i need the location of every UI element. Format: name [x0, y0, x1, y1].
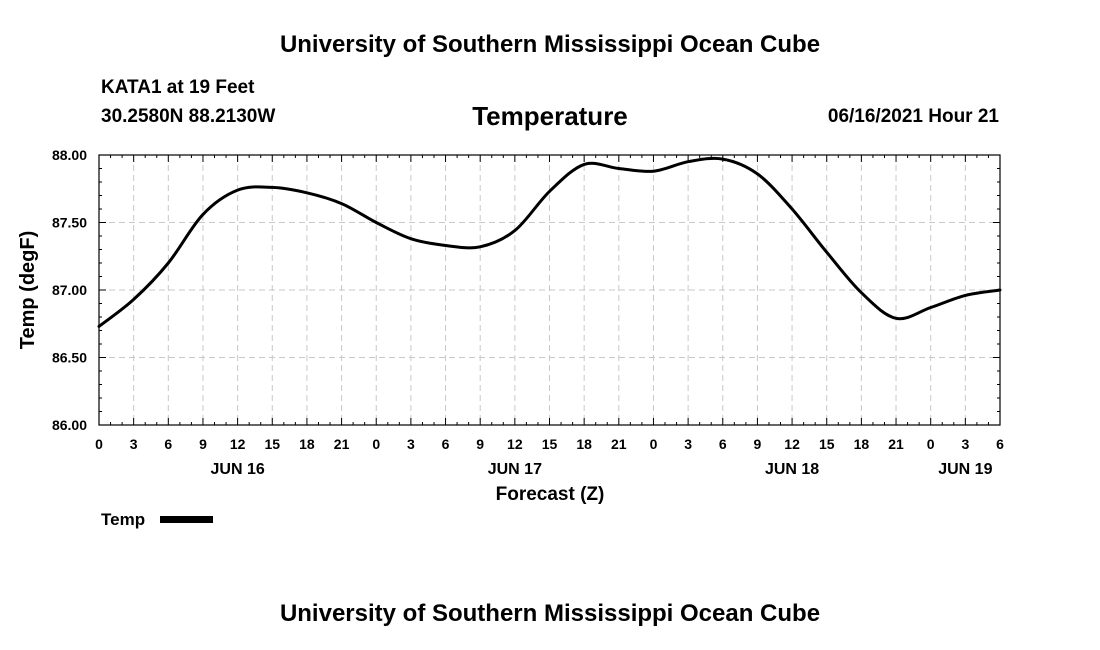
- y-tick-label: 87.00: [52, 282, 87, 298]
- date-label: JUN 16: [210, 461, 264, 478]
- x-tick-label: 3: [130, 436, 138, 452]
- y-tick-label: 88.00: [52, 147, 87, 163]
- chart-title-top: University of Southern Mississippi Ocean…: [279, 31, 821, 58]
- x-tick-label: 12: [230, 436, 246, 452]
- variable-title: Temperature: [472, 101, 628, 131]
- station-label: KATA1 at 19 Feet: [101, 77, 255, 98]
- x-tick-label: 3: [407, 436, 415, 452]
- x-tick-label: 12: [507, 436, 523, 452]
- x-tick-label: 0: [372, 436, 380, 452]
- y-tick-label: 86.50: [52, 350, 87, 366]
- x-tick-label: 15: [542, 436, 558, 452]
- x-tick-labels: 0 3 6 9 12 15 18 21 0 3 6 9 12 15 18 21 0 3 6 9 12 15 18 21 0 3 6: [95, 436, 1004, 452]
- x-tick-label: 21: [334, 436, 350, 452]
- x-tick-label: 18: [854, 436, 870, 452]
- x-tick-label: 6: [164, 436, 172, 452]
- x-tick-label: 18: [576, 436, 592, 452]
- forecast-datetime: 06/16/2021 Hour 21: [827, 106, 999, 127]
- x-tick-label: 9: [754, 436, 762, 452]
- legend-swatch: [160, 516, 213, 523]
- x-tick-label: 18: [299, 436, 315, 452]
- temp-series-line: [97, 156, 1002, 328]
- y-tick-label: 87.50: [52, 215, 87, 231]
- x-axis-label: Forecast (Z): [496, 484, 605, 505]
- x-tick-label: 3: [961, 436, 969, 452]
- date-label: JUN 18: [765, 461, 819, 478]
- y-tick-label: 86.00: [52, 417, 87, 433]
- station-coordinates: 30.2580N 88.2130W: [101, 106, 276, 127]
- date-labels: JUN 16 JUN 17 JUN 18 JUN 19: [210, 461, 992, 478]
- date-label: JUN 19: [938, 461, 992, 478]
- grid-lines: [99, 155, 1000, 425]
- x-tick-label: 0: [95, 436, 103, 452]
- x-tick-label: 0: [650, 436, 658, 452]
- x-tick-label: 0: [927, 436, 935, 452]
- x-tick-label: 12: [784, 436, 800, 452]
- legend-label: Temp: [101, 510, 145, 529]
- x-tick-label: 21: [611, 436, 627, 452]
- x-tick-label: 15: [264, 436, 280, 452]
- y-tick-labels: 86.00 86.50 87.00 87.50 88.00: [52, 147, 87, 433]
- x-tick-label: 6: [442, 436, 450, 452]
- x-tick-label: 15: [819, 436, 835, 452]
- chart-title-bottom: University of Southern Mississippi Ocean…: [279, 600, 821, 627]
- date-label: JUN 17: [488, 461, 542, 478]
- x-tick-label: 21: [888, 436, 904, 452]
- x-tick-label: 9: [476, 436, 484, 452]
- y-axis-label: Temp (degF): [17, 231, 39, 350]
- x-tick-label: 3: [684, 436, 692, 452]
- x-tick-label: 6: [996, 436, 1004, 452]
- x-tick-label: 6: [719, 436, 727, 452]
- x-tick-label: 9: [199, 436, 207, 452]
